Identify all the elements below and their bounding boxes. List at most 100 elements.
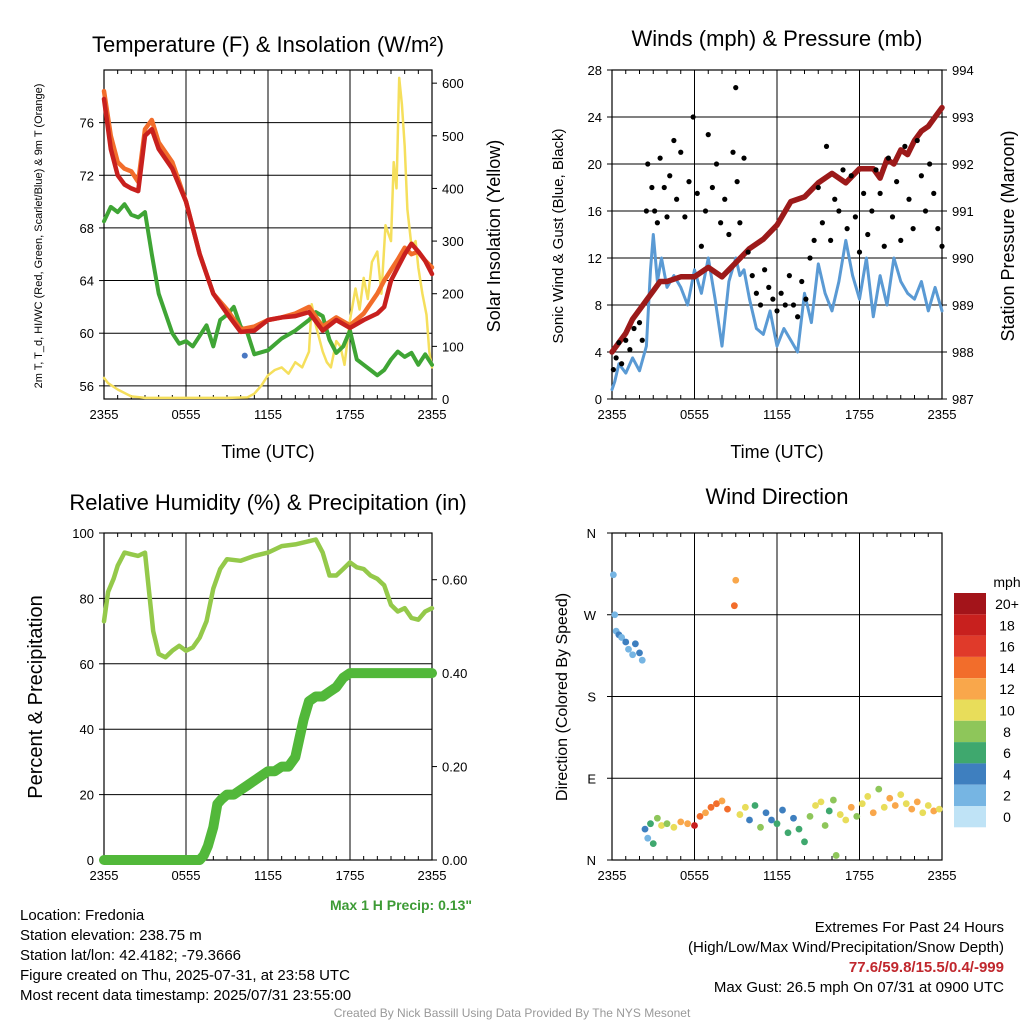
gust-point — [869, 208, 875, 214]
credit-text: Created By Nick Bassill Using Data Provi… — [333, 1006, 691, 1020]
gust-point — [753, 290, 759, 296]
direction-point — [801, 838, 808, 846]
gust-point — [861, 190, 867, 196]
dir-y-axis-label: Direction (Colored By Speed) — [554, 593, 571, 801]
gust-point — [667, 173, 673, 179]
direction-point — [629, 651, 637, 659]
gust-point — [828, 237, 834, 243]
extremes-title: Extremes For Past 24 Hours — [814, 919, 1004, 936]
gust-point — [664, 214, 670, 220]
direction-point — [858, 800, 866, 808]
direction-point — [842, 816, 850, 824]
direction-point — [636, 649, 643, 657]
direction-point — [795, 825, 803, 833]
speed-legend-label: 18 — [999, 617, 1015, 633]
direction-point — [913, 798, 921, 806]
temp-x-axis-label: Time (UTC) — [221, 442, 314, 462]
gust-point — [803, 296, 809, 302]
gust-point — [734, 179, 740, 185]
wind-y-tick-label: 4 — [595, 345, 602, 360]
gust-point — [918, 173, 924, 179]
direction-point — [609, 571, 617, 579]
direction-point — [757, 823, 764, 831]
gust-point — [873, 167, 879, 173]
gust-point — [877, 190, 883, 196]
gust-point — [652, 208, 658, 214]
temp-y-axis-label: 2m T, T_d, HI/WC (Red, Green, Scarlet/Bl… — [33, 84, 45, 389]
sonic-wind-line — [610, 233, 944, 392]
gust-point — [619, 361, 625, 367]
temp-y2-tick-label: 300 — [442, 234, 464, 249]
direction-point — [713, 800, 720, 808]
gust-point — [661, 184, 667, 191]
speed-legend-label: 6 — [1003, 745, 1011, 761]
direction-point — [864, 793, 872, 800]
direction-point — [732, 576, 740, 584]
precip-line — [99, 668, 437, 865]
gust-point — [795, 314, 801, 320]
direction-point — [751, 802, 759, 809]
gust-point — [840, 167, 846, 173]
direction-point — [919, 809, 927, 817]
temp-y-tick-label: 72 — [80, 168, 94, 183]
gust-point — [726, 231, 732, 238]
direction-point — [670, 823, 678, 831]
gust-point — [757, 302, 764, 308]
direction-point — [638, 656, 646, 664]
max-gust-text: Max Gust: 26.5 mph On 07/31 at 0900 UTC — [713, 979, 1004, 996]
gust-point — [654, 220, 660, 226]
gust-point — [832, 196, 838, 202]
temp-x-tick-label: 1155 — [254, 407, 282, 422]
gust-point — [623, 337, 629, 343]
wind-chart-title: Winds (mph) & Pressure (mb) — [632, 26, 923, 51]
gust-point — [811, 237, 817, 243]
wind-y2-tick-label: 989 — [952, 298, 974, 313]
rh-y2-tick-label: 0.60 — [442, 573, 467, 588]
direction-point — [924, 802, 932, 809]
direction-point — [691, 822, 698, 829]
gust-point — [856, 249, 863, 255]
dir-x-tick-label: 2355 — [928, 868, 957, 883]
gust-point — [852, 214, 858, 220]
dir-y-tick-label: E — [587, 771, 596, 786]
dir-chart-title: Wind Direction — [705, 484, 848, 509]
gust-point — [733, 85, 739, 91]
temp-y2-tick-label: 100 — [442, 339, 464, 354]
direction-point — [724, 805, 731, 813]
direction-point — [812, 802, 819, 809]
temp-y-tick-label: 76 — [80, 116, 94, 131]
speed-legend-swatch — [954, 614, 986, 636]
rh-line — [101, 537, 435, 660]
temp-x-tick-label: 1755 — [336, 407, 365, 422]
max-precip-text: Max 1 H Precip: 0.13" — [330, 897, 472, 913]
speed-legend-label: 12 — [999, 681, 1015, 697]
rh-y-tick-label: 60 — [80, 657, 94, 672]
gust-point — [616, 340, 622, 346]
direction-point — [832, 852, 840, 859]
direction-point — [647, 820, 654, 828]
extremes-info: Extremes For Past 24 Hours (High/Low/Max… — [688, 918, 1004, 998]
gust-point — [894, 179, 900, 185]
wind-y-tick-label: 8 — [595, 298, 602, 313]
rh-y-tick-label: 0 — [87, 853, 94, 868]
rh-y-axis-label: Percent & Precipitation — [25, 595, 47, 798]
direction-point — [696, 813, 704, 820]
gust-point — [881, 243, 887, 249]
direction-point — [869, 809, 877, 817]
gust-point — [674, 196, 680, 202]
rh-y2-tick-label: 0.40 — [442, 666, 467, 681]
pressure-line — [609, 104, 945, 355]
gust-point — [741, 155, 747, 161]
wind-y2-axis-label: Station Pressure (Maroon) — [998, 130, 1018, 341]
direction-point — [817, 798, 825, 806]
gust-point — [819, 220, 825, 226]
dir-points-group — [609, 571, 943, 859]
gust-point — [848, 173, 854, 179]
temp-frame — [103, 69, 433, 400]
rh-y-tick-label: 100 — [72, 526, 94, 541]
direction-point — [658, 822, 665, 829]
temp-2m-line — [101, 96, 435, 335]
gust-point — [836, 208, 842, 214]
gust-point — [702, 208, 709, 214]
